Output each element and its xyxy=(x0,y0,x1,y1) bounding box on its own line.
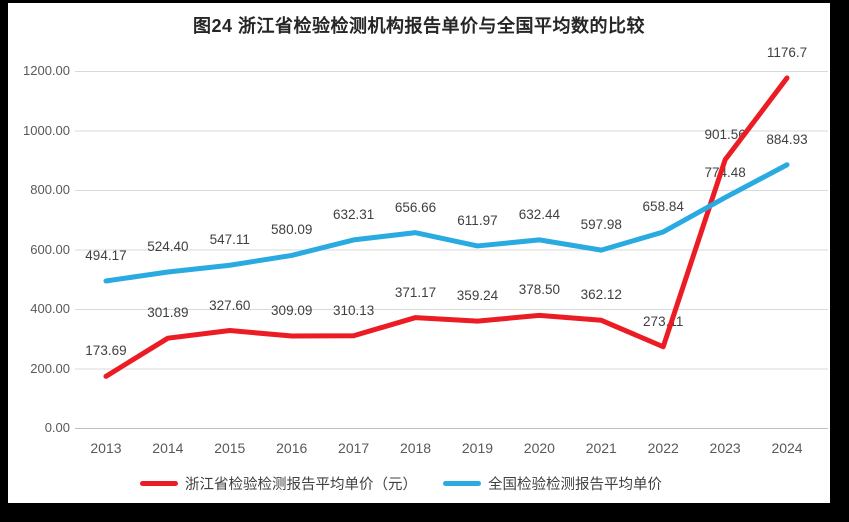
x-tick-label: 2016 xyxy=(276,440,308,456)
legend-label: 浙江省检验检测报告平均单价（元） xyxy=(185,476,417,493)
data-label: 580.09 xyxy=(271,222,313,238)
data-label: 1176.7 xyxy=(766,44,808,60)
x-tick-label: 2018 xyxy=(399,440,432,456)
legend-item-0: 浙江省检验检测报告平均单价（元） xyxy=(140,473,417,494)
data-label: 362.12 xyxy=(580,287,622,303)
x-tick-label: 2022 xyxy=(647,440,679,456)
chart-title: 图24 浙江省检验检测机构报告单价与全国平均数的比较 xyxy=(192,16,646,36)
x-tick-label: 2013 xyxy=(90,440,122,456)
y-tick-label: 800.00 xyxy=(30,182,70,197)
y-tick-label: 0.00 xyxy=(44,420,70,435)
data-label: 774.48 xyxy=(704,164,746,180)
y-tick-label: 1200.00 xyxy=(23,63,70,78)
legend: 浙江省检验检测报告平均单价（元） 全国检验检测报告平均单价 xyxy=(140,472,662,494)
x-tick-label: 2020 xyxy=(523,440,555,456)
data-label: 310.13 xyxy=(332,302,375,318)
x-tick-label: 2017 xyxy=(338,440,370,456)
legend-line-swatch xyxy=(443,480,481,486)
y-tick-label: 1000.00 xyxy=(23,122,70,138)
y-tick-label: 600.00 xyxy=(30,241,70,257)
x-tick-label: 2024 xyxy=(771,440,803,456)
x-tick-label: 2021 xyxy=(585,440,617,456)
data-label: 173.69 xyxy=(85,343,127,359)
x-tick-label: 2023 xyxy=(709,440,741,456)
x-tick-label: 2019 xyxy=(461,440,494,456)
y-tick-label: 200.00 xyxy=(30,360,70,376)
x-tick-label: 2015 xyxy=(214,440,246,456)
data-label: 273.11 xyxy=(643,313,684,329)
data-label: 658.84 xyxy=(642,198,684,214)
legend-item-1: 全国检验检测报告平均单价 xyxy=(443,473,662,494)
y-tick-label: 400.00 xyxy=(30,301,70,316)
legend-line-swatch xyxy=(140,480,178,486)
data-label: 597.98 xyxy=(580,217,622,233)
data-label: 884.93 xyxy=(766,131,808,147)
legend-label: 全国检验检测报告平均单价 xyxy=(488,476,662,493)
x-tick-label: 2014 xyxy=(152,440,184,456)
